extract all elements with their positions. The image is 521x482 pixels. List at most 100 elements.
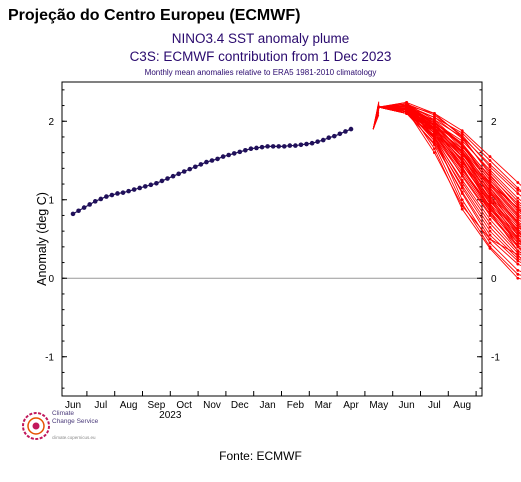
forecast-point [516,233,520,237]
observed-point [137,185,143,191]
x-tick-label: Dec [231,400,249,411]
forecast-point [488,168,492,172]
forecast-point [516,237,520,241]
observed-point [287,143,293,148]
observed-point [120,190,126,195]
observed-point [81,205,87,210]
observed-point [348,126,354,132]
observed-point [320,137,326,143]
forecast-point [460,151,464,155]
logo-line-1: Climate [52,410,75,417]
forecast-point [516,229,520,233]
observed-point [142,184,148,189]
x-tick-label: Feb [287,400,305,411]
observed-point [148,182,154,188]
forecast-point [460,143,464,147]
forecast-point [488,165,492,169]
observed-point [76,208,81,214]
forecast-point [460,147,464,151]
forecast-point [516,217,520,221]
forecast-point [433,112,436,115]
observed-point [109,192,115,198]
observed-point [337,131,343,137]
forecast-point [460,163,464,166]
observed-point [259,144,265,150]
copernicus-logo-icon [22,412,50,440]
y-tick-label-left: 1 [48,195,54,206]
observed-point [270,144,276,149]
forecast-point [433,143,436,147]
forecast-point [516,245,520,249]
forecast-point [460,204,464,208]
observed-point [248,146,254,152]
observed-point [193,164,198,170]
page-heading: Projeção do Centro Europeu (ECMWF) [8,7,301,24]
observed-point [181,169,187,174]
forecast-point [460,157,464,161]
y-tick-label-left: -1 [45,352,54,363]
forecast-point [516,225,520,229]
forecast-point [460,174,464,178]
observed-point [231,151,237,156]
forecast-point [488,217,492,221]
forecast-point [516,253,520,257]
forecast-member-line [378,103,521,230]
observed-point [87,202,92,207]
forecast-point [488,182,492,186]
observed-point [126,188,131,194]
forecast-point [460,207,464,211]
observed-point [304,141,309,147]
forecast-point [460,186,464,190]
forecast-point [488,225,492,229]
y-tick-label-left: 2 [48,117,54,128]
x-year-label: 2023 [159,410,182,421]
forecast-point [488,229,492,233]
forecast-point [488,163,492,166]
forecast-point [433,135,436,139]
forecast-point [488,176,492,180]
observed-point [254,145,259,151]
observed-point [170,173,176,179]
forecast-point [488,198,492,202]
forecast-point [433,127,436,131]
chart-subtitle: C3S: ECMWF contribution from 1 Dec 2023 [129,49,392,64]
observed-point [92,199,98,204]
forecast-point [433,124,436,128]
plot-frame [61,81,483,397]
observed-point [343,129,348,134]
forecast-point [516,181,520,184]
x-tick-label: Mar [315,400,333,411]
forecast-point [433,121,436,125]
forecast-point [488,173,492,177]
x-tick-label: Jul [94,400,107,411]
forecast-point [516,272,520,276]
observed-point [265,144,270,149]
observed-point [159,178,165,184]
forecast-point [488,214,492,217]
y-tick-label-right: 0 [491,274,497,285]
observed-point [332,133,337,139]
forecast-point [488,210,492,213]
y-tick-label-right: -1 [491,352,500,363]
forecast-point [460,165,464,169]
y-axis-label: Anomaly (deg C) [35,192,49,286]
forecast-point [516,186,520,190]
x-tick-label: Jun [399,400,415,411]
forecast-point [460,139,464,143]
source-note: Fonte: ECMWF [219,449,302,463]
forecast-member-line [378,106,521,243]
observed-point [326,135,332,141]
forecast-point [460,198,464,202]
forecast-point [433,147,436,151]
forecast-point [488,241,492,245]
observed-point [220,154,226,159]
forecast-point [460,181,464,184]
x-tick-label: Jun [65,400,81,411]
forecast-point [488,190,492,194]
forecast-point [516,199,520,203]
observed-point [131,187,137,192]
observed-point [209,158,215,163]
forecast-point [516,257,520,261]
forecast-point [516,276,520,280]
observed-point [115,191,120,196]
